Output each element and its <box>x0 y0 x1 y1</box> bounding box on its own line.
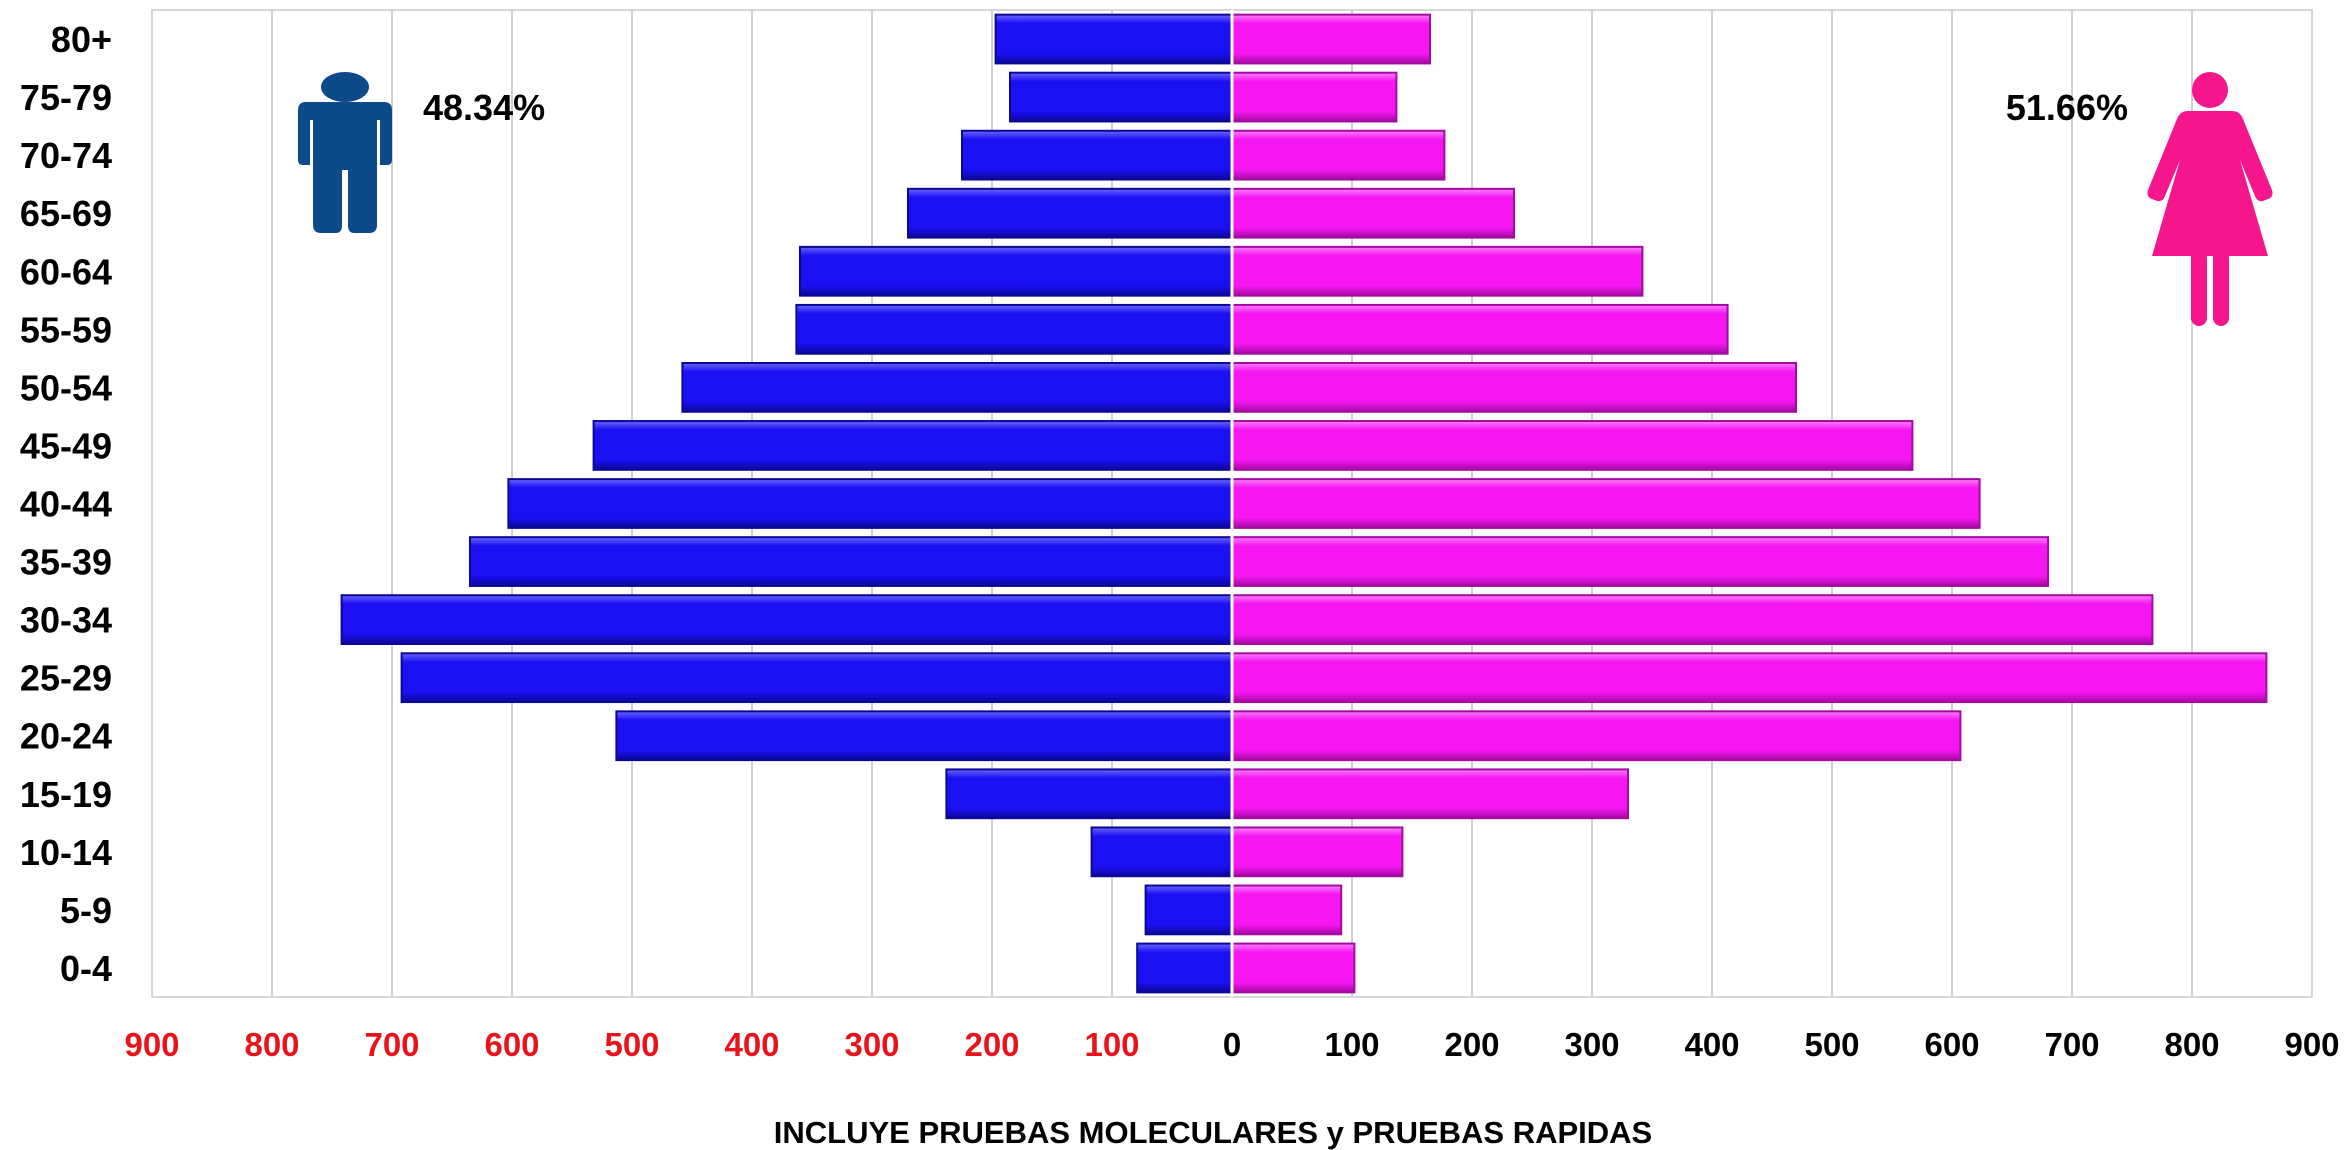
female-bar-70-74 <box>1231 129 1446 181</box>
x-tick-right-900: 900 <box>2284 1026 2339 1063</box>
male-bar-20-24 <box>615 710 1233 762</box>
male-percent-label: 48.34% <box>423 87 545 128</box>
x-tick-left-900: 900 <box>124 1026 179 1063</box>
age-label-70-74: 70-74 <box>20 135 112 176</box>
age-label-10-14: 10-14 <box>20 832 112 873</box>
male-bar-80+ <box>994 13 1233 65</box>
bars-group <box>340 13 2268 994</box>
female-bar-30-34 <box>1231 594 2154 646</box>
age-label-65-69: 65-69 <box>20 193 112 234</box>
male-bar-75-79 <box>1009 71 1233 123</box>
x-tick-right-200: 200 <box>1444 1026 1499 1063</box>
x-tick-left-300: 300 <box>844 1026 899 1063</box>
female-bar-25-29 <box>1231 652 2268 704</box>
male-bar-40-44 <box>507 478 1233 529</box>
male-bar-15-19 <box>945 768 1234 820</box>
x-tick-left-400: 400 <box>724 1026 779 1063</box>
female-bar-55-59 <box>1231 303 1729 355</box>
x-tick-right-800: 800 <box>2164 1026 2219 1063</box>
female-bar-15-19 <box>1231 768 1629 820</box>
x-tick-right-0: 0 <box>1223 1026 1241 1063</box>
male-bar-35-39 <box>469 536 1233 587</box>
male-bar-25-29 <box>400 652 1234 704</box>
female-bar-65-69 <box>1231 187 1515 239</box>
age-label-75-79: 75-79 <box>20 77 112 118</box>
age-label-50-54: 50-54 <box>20 367 112 408</box>
age-label-80+: 80+ <box>51 19 112 60</box>
male-bar-10-14 <box>1090 826 1233 878</box>
age-label-45-49: 45-49 <box>20 425 112 466</box>
x-tick-right-500: 500 <box>1804 1026 1859 1063</box>
female-bar-80+ <box>1231 13 1431 65</box>
female-bar-10-14 <box>1231 826 1404 878</box>
x-tick-left-600: 600 <box>484 1026 539 1063</box>
age-group-labels: 80+ 75-79 70-74 65-69 60-64 55-59 50-54 45-49 40… <box>20 19 112 989</box>
female-percent-label: 51.66% <box>2006 87 2128 128</box>
age-label-30-34: 30-34 <box>20 600 112 641</box>
x-tick-right-300: 300 <box>1564 1026 1619 1063</box>
male-bar-70-74 <box>961 129 1233 181</box>
x-axis-label: INCLUYE PRUEBAS MOLECULARES y PRUEBAS RA… <box>774 1115 1652 1150</box>
male-bar-45-49 <box>592 420 1233 471</box>
age-label-40-44: 40-44 <box>20 484 112 525</box>
female-bar-20-24 <box>1231 710 1962 762</box>
age-label-5-9: 5-9 <box>60 890 112 931</box>
female-bar-0-4 <box>1231 942 1356 994</box>
female-bar-50-54 <box>1231 361 1797 413</box>
female-bar-75-79 <box>1231 71 1398 123</box>
age-label-25-29: 25-29 <box>20 658 112 699</box>
x-tick-right-100: 100 <box>1324 1026 1379 1063</box>
age-label-60-64: 60-64 <box>20 251 112 292</box>
man-icon <box>298 72 392 233</box>
female-bar-60-64 <box>1231 245 1644 297</box>
male-bar-30-34 <box>340 594 1234 646</box>
age-label-55-59: 55-59 <box>20 309 112 350</box>
male-bar-50-54 <box>681 361 1233 413</box>
male-bar-60-64 <box>799 245 1233 297</box>
age-label-20-24: 20-24 <box>20 716 112 757</box>
female-bar-5-9 <box>1231 884 1343 936</box>
x-tick-left-700: 700 <box>364 1026 419 1063</box>
x-tick-left-500: 500 <box>604 1026 659 1063</box>
female-bar-40-44 <box>1231 478 1981 529</box>
age-label-0-4: 0-4 <box>60 948 112 989</box>
x-tick-right-600: 600 <box>1924 1026 1979 1063</box>
male-bar-55-59 <box>795 303 1234 355</box>
x-tick-labels: 900 800 700 600 500 400 300 200 100 0 100 200 300 400… <box>124 1026 2339 1063</box>
x-tick-right-700: 700 <box>2044 1026 2099 1063</box>
woman-icon <box>2147 72 2273 326</box>
age-label-35-39: 35-39 <box>20 542 112 583</box>
male-bar-5-9 <box>1144 884 1233 936</box>
female-bar-35-39 <box>1231 536 2049 587</box>
male-bar-65-69 <box>907 187 1233 239</box>
female-bar-45-49 <box>1231 420 1914 471</box>
age-label-15-19: 15-19 <box>20 774 112 815</box>
x-tick-right-400: 400 <box>1684 1026 1739 1063</box>
x-tick-left-100: 100 <box>1084 1026 1139 1063</box>
male-bar-0-4 <box>1136 942 1233 994</box>
x-tick-left-800: 800 <box>244 1026 299 1063</box>
x-tick-left-200: 200 <box>964 1026 1019 1063</box>
